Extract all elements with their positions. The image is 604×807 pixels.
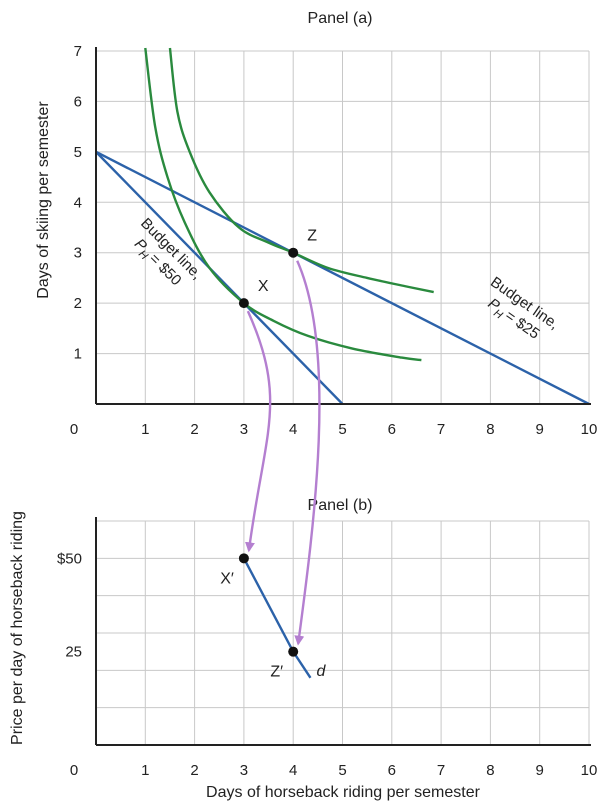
x-tick-label: 2	[190, 762, 198, 779]
x-tick-label: 9	[536, 421, 544, 438]
budget-line-50-label: Budget line, PH= $50	[131, 215, 205, 289]
x-tick-label: 8	[486, 421, 494, 438]
y-tick-label: $50	[57, 550, 82, 567]
x-tick-label: 4	[289, 762, 297, 779]
panel-a-indifference-curves	[144, 47, 434, 362]
budget-line-25-label: Budget line, PH= $25	[485, 274, 562, 343]
y-tick-label: 3	[74, 245, 82, 262]
y-tick-label: 6	[74, 93, 82, 110]
panel-b: Panel (b) 0 1 2 3 4 5 6 7 8 9 10 $50 25 Price per da…	[9, 497, 597, 801]
x-tick-label: 7	[437, 421, 445, 438]
x-tick-label: 8	[486, 762, 494, 779]
x-tick-label: 9	[536, 762, 544, 779]
panel-b-axes	[95, 517, 591, 746]
point-marker	[288, 247, 299, 258]
panel-a-axes	[95, 47, 591, 405]
connector-arrow	[245, 310, 272, 553]
x-tick-label: 5	[338, 762, 346, 779]
y-tick-label: 4	[74, 194, 82, 211]
x-tick-label: 3	[240, 421, 248, 438]
x-tick-label: 1	[141, 421, 149, 438]
panel-a-y-axis-label: Days of skiing per semester	[35, 101, 52, 299]
point-marker	[238, 553, 249, 564]
indifference-curve	[168, 47, 434, 294]
indifference-curve	[144, 47, 422, 362]
x-tick-label: 1	[141, 762, 149, 779]
y-tick-label: 5	[74, 144, 82, 161]
point-marker	[238, 298, 249, 309]
x-tick-label: 0	[70, 762, 78, 779]
y-tick-label: 1	[74, 346, 82, 363]
budget-line	[95, 151, 344, 405]
point-marker	[288, 646, 299, 657]
panel-b-ticks: 0 1 2 3 4 5 6 7 8 9 10 $50 25	[57, 550, 597, 779]
y-tick-label: 25	[65, 644, 82, 661]
point-label: Z	[307, 228, 317, 245]
panel-a-points: XZ	[238, 228, 317, 309]
demand-curve-label: d	[316, 663, 326, 680]
x-tick-label: 6	[388, 762, 396, 779]
panel-b-title: Panel (b)	[308, 497, 373, 514]
panel-b-demand-curve: d	[242, 557, 326, 680]
panel-b-x-axis-label: Days of horseback riding per semester	[206, 784, 481, 801]
x-tick-label: 3	[240, 762, 248, 779]
point-label: Z′	[270, 664, 283, 681]
x-tick-label: 0	[70, 421, 78, 438]
x-tick-label: 4	[289, 421, 297, 438]
panel-a: Panel (a) 0 1 2 3 4 5 6 7 8 9 10 1 2 3 4 5 6 7 Days of sk…	[35, 10, 597, 438]
panel-a-grid	[96, 50, 590, 404]
point-label: X′	[220, 570, 234, 587]
x-tick-label: 10	[581, 762, 598, 779]
y-tick-label: 7	[74, 43, 82, 60]
x-tick-label: 10	[581, 421, 598, 438]
x-tick-label: 6	[388, 421, 396, 438]
x-tick-label: 2	[190, 421, 198, 438]
connector-arrow	[294, 260, 321, 646]
panel-b-points: X′ Z′	[220, 553, 299, 681]
connecting-arrows	[245, 260, 321, 646]
x-tick-label: 7	[437, 762, 445, 779]
panel-a-budget-lines	[95, 150, 590, 406]
panel-b-grid	[96, 520, 590, 745]
budget-line	[95, 150, 590, 406]
panel-b-y-axis-label: Price per day of horseback riding	[9, 511, 26, 745]
panel-a-title: Panel (a)	[308, 10, 373, 27]
x-tick-label: 5	[338, 421, 346, 438]
point-label: X	[258, 278, 269, 295]
y-tick-label: 2	[74, 295, 82, 312]
panel-a-ticks: 0 1 2 3 4 5 6 7 8 9 10 1 2 3 4 5 6 7	[70, 43, 598, 438]
